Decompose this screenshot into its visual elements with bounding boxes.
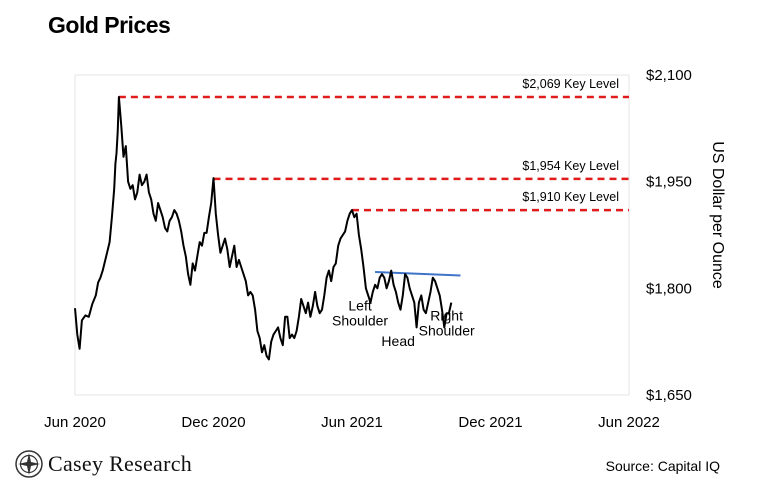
casey-research-logo-icon	[15, 450, 43, 478]
pattern-annotation: Shoulder	[332, 312, 388, 328]
key-level-label: $1,910 Key Level	[522, 190, 619, 204]
x-tick-label: Jun 2020	[44, 414, 106, 431]
neckline-line	[375, 270, 461, 277]
x-tick-label: Dec 2021	[458, 414, 522, 431]
pattern-annotation: Shoulder	[419, 322, 475, 338]
chart-title: Gold Prices	[48, 12, 171, 38]
key-levels-group: $2,069 Key Level $1,954 Key Level $1,910 K…	[118, 77, 629, 212]
brand-logo: Casey Research	[14, 449, 192, 479]
y-axis-label: US Dollar per Ounce	[709, 141, 726, 289]
pattern-annotation: Right	[430, 307, 463, 323]
plot-area-frame	[74, 74, 630, 396]
brand-name: Casey Research	[48, 451, 193, 476]
y-tick-label: $1,650	[646, 387, 692, 404]
y-axis-ticks: $1,650 $1,800 $1,950 $2,100	[646, 67, 692, 404]
neckline-group	[375, 270, 461, 277]
series-group	[74, 96, 453, 361]
key-level-label: $2,069 Key Level	[522, 77, 619, 91]
x-tick-label: Jun 2022	[598, 414, 660, 431]
source-label: Source: Capital IQ	[605, 458, 720, 474]
key-level-label: $1,954 Key Level	[522, 159, 619, 173]
x-axis-ticks: Jun 2020 Dec 2020 Jun 2021 Dec 2021 Jun 2022	[44, 414, 660, 431]
gold-price-series-line	[74, 96, 453, 361]
x-tick-label: Dec 2020	[181, 414, 245, 431]
x-tick-label: Jun 2021	[321, 414, 383, 431]
y-tick-label: $1,800	[646, 280, 692, 297]
y-tick-label: $2,100	[646, 67, 692, 84]
y-tick-label: $1,950	[646, 174, 692, 191]
pattern-annotation: Left	[348, 297, 371, 313]
pattern-annotation: Head	[381, 333, 414, 349]
